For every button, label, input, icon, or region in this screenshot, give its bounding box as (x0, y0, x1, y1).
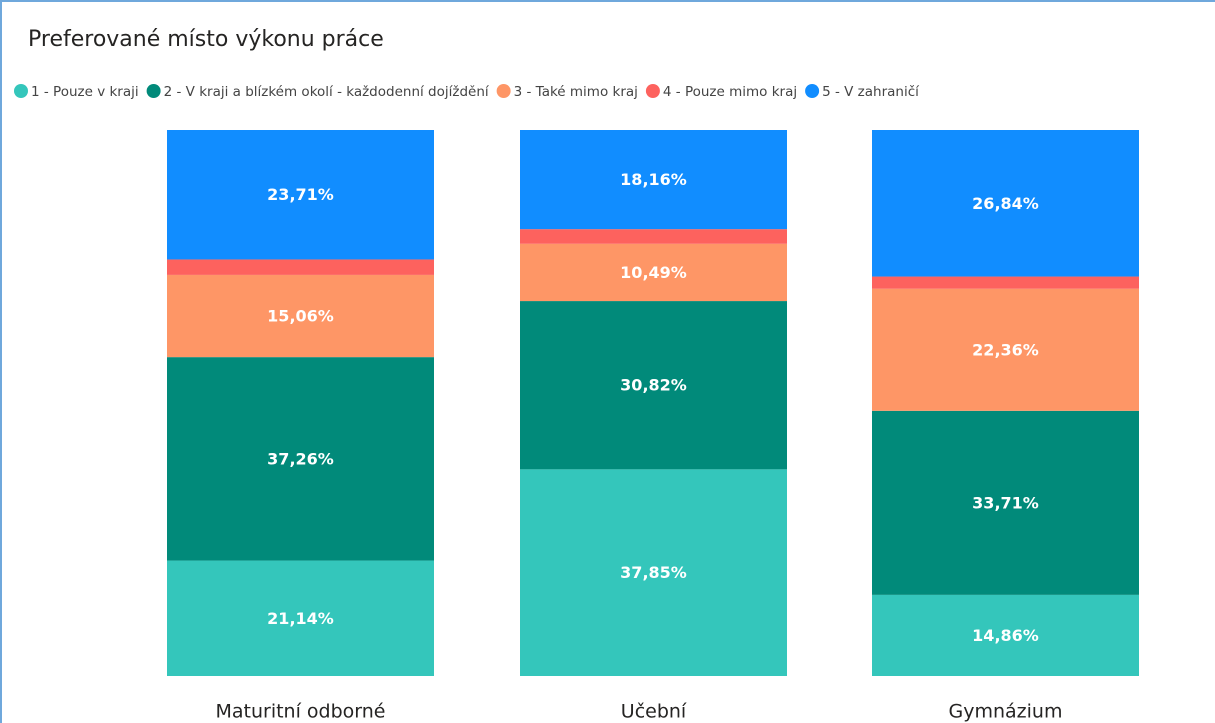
chart-title: Preferované místo výkonu práce (28, 27, 384, 52)
data-label: 33,71% (972, 493, 1039, 512)
data-label: 22,36% (972, 340, 1039, 359)
data-label: 30,82% (620, 376, 687, 395)
data-label: 14,86% (972, 626, 1039, 645)
bar-segment (520, 229, 787, 244)
legend-marker (146, 84, 161, 98)
bar-segment (872, 288, 1139, 411)
legend-label: 3 - Také mimo kraj (514, 84, 638, 100)
bar-segment (872, 410, 1139, 595)
data-label: 26,84% (972, 194, 1039, 213)
legend-label: 1 - Pouze v kraji (31, 84, 139, 100)
bar-segment (520, 301, 787, 470)
bar-segment (520, 130, 787, 230)
legend-label: 4 - Pouze mimo kraj (663, 84, 797, 100)
bar-segment (167, 130, 434, 260)
bar-segment (167, 560, 434, 676)
x-tick-label: Maturitní odborné (215, 701, 385, 723)
data-label: 37,85% (620, 563, 687, 582)
legend-marker (645, 84, 660, 98)
legend-label: 2 - V kraji a blízkém okolí - každodenní… (164, 84, 490, 100)
legend-marker (14, 84, 28, 98)
bar-segment (167, 259, 434, 275)
bar-segment (167, 357, 434, 561)
bar-segment (872, 130, 1139, 277)
data-label: 37,26% (267, 449, 334, 468)
bar-segment (872, 276, 1139, 289)
x-tick-label: Gymnázium (949, 701, 1063, 723)
data-label: 23,71% (267, 185, 334, 204)
bar-segment (520, 469, 787, 676)
legend-marker (805, 84, 820, 98)
legend-marker (496, 84, 511, 98)
bar-segment (872, 594, 1139, 676)
legend-label: 5 - V zahraničí (822, 84, 920, 100)
data-label: 18,16% (620, 170, 687, 189)
data-label: 10,49% (620, 263, 687, 282)
data-label: 15,06% (267, 307, 334, 326)
bar-segment (167, 274, 434, 358)
bar-segment (520, 243, 787, 302)
data-label: 21,14% (267, 609, 334, 628)
x-tick-label: Učební (621, 701, 687, 723)
